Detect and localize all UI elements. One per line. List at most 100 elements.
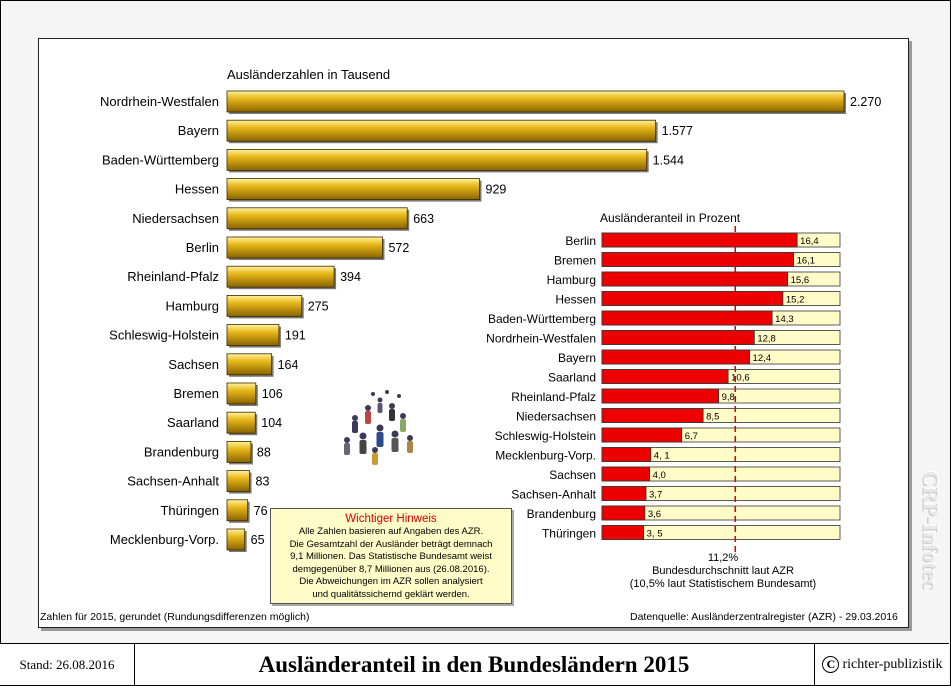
left-bar xyxy=(226,148,648,171)
right-bar xyxy=(601,291,784,306)
left-category-label: Bremen xyxy=(173,386,219,401)
left-category-label: Brandenburg xyxy=(144,444,219,459)
right-value-label: 16,1 xyxy=(797,256,816,267)
left-category-label: Bayern xyxy=(178,123,219,138)
right-category-label: Baden-Württemberg xyxy=(488,312,596,326)
left-value-label: 106 xyxy=(262,387,283,401)
left-bar xyxy=(226,440,252,463)
left-value-label: 88 xyxy=(257,445,271,459)
crowd-illustration xyxy=(344,390,413,465)
right-category-label: Sachsen xyxy=(549,468,596,482)
right-category-label: Nordrhein-Westfalen xyxy=(486,332,596,346)
left-category-label: Nordrhein-Westfalen xyxy=(100,94,219,109)
left-value-label: 191 xyxy=(285,329,306,343)
left-chart-title: Ausländerzahlen in Tausend xyxy=(227,67,390,82)
right-category-label: Mecklenburg-Vorp. xyxy=(495,449,596,463)
left-bar xyxy=(226,499,249,522)
right-value-label: 6,7 xyxy=(685,431,698,442)
right-value-label: 4,0 xyxy=(653,470,666,481)
left-bar xyxy=(226,236,383,259)
right-bar xyxy=(601,427,683,443)
left-value-label: 663 xyxy=(413,212,434,226)
right-category-label: Saarland xyxy=(548,371,596,385)
right-value-label: 3,7 xyxy=(649,490,662,501)
left-value-label: 394 xyxy=(340,270,361,284)
left-value-label: 76 xyxy=(254,504,268,518)
left-category-label: Sachsen xyxy=(168,357,219,372)
right-value-label: 15,6 xyxy=(791,275,810,286)
important-note-line: Die Gesamtzahl der Ausländer beträgt dem… xyxy=(289,538,493,550)
right-value-label: 14,3 xyxy=(775,314,794,325)
right-bar xyxy=(601,271,789,287)
watermark-text: CRP-Infotec xyxy=(918,470,943,590)
left-category-label: Sachsen-Anhalt xyxy=(127,474,219,489)
right-category-label: Niedersachsen xyxy=(516,410,596,424)
right-bar xyxy=(601,505,646,521)
left-value-label: 929 xyxy=(486,183,507,197)
right-bar xyxy=(601,310,773,326)
important-note-line: 9,1 Millionen. Das Statistische Bundesam… xyxy=(290,551,492,562)
left-bar xyxy=(226,178,480,201)
left-category-label: Schleswig-Holstein xyxy=(109,328,219,343)
left-bar xyxy=(226,324,280,347)
copyright-text: richter-publizistik xyxy=(842,656,943,672)
left-category-label: Thüringen xyxy=(160,503,219,518)
left-category-label: Niedersachsen xyxy=(132,211,219,226)
left-bar xyxy=(226,90,845,113)
date-stamp: Stand: 26.08.2016 xyxy=(0,644,135,685)
right-chart-bars: Berlin 16,4 Bremen 16,1 Hamburg 15,6 Hessen 15,… xyxy=(486,232,841,541)
right-bar xyxy=(601,232,798,248)
left-value-label: 2.270 xyxy=(850,95,881,109)
right-category-label: Thüringen xyxy=(542,527,596,541)
important-note-line: Die Abweichungen im AZR sollen analysier… xyxy=(299,576,483,587)
right-bar xyxy=(601,466,650,482)
right-category-label: Hessen xyxy=(555,293,596,307)
copyright-icon: C xyxy=(822,656,840,673)
left-bar xyxy=(226,470,250,493)
left-value-label: 164 xyxy=(278,358,299,372)
right-category-label: Berlin xyxy=(565,234,596,248)
left-bar xyxy=(226,382,257,405)
right-category-label: Rheinland-Pfalz xyxy=(511,390,596,404)
left-bar xyxy=(226,528,246,551)
left-value-label: 104 xyxy=(261,416,282,430)
left-bar xyxy=(226,294,303,317)
right-value-label: 12,4 xyxy=(753,353,772,364)
data-source-note: Datenquelle: Ausländerzentralregister (A… xyxy=(630,611,898,623)
left-category-label: Hessen xyxy=(175,182,219,197)
important-note-box: Wichtiger Hinweis Alle Zahlen basieren a… xyxy=(270,508,512,604)
right-bar xyxy=(601,486,647,501)
left-value-label: 275 xyxy=(308,299,329,313)
left-chart-bars: Nordrhein-Westfalen 2.270 Bayern 1.577 Baden… xyxy=(100,90,881,552)
right-bar xyxy=(601,349,750,365)
left-category-label: Rheinland-Pfalz xyxy=(127,269,219,284)
left-category-label: Mecklenburg-Vorp. xyxy=(110,532,219,547)
right-value-label: 12,8 xyxy=(757,334,776,345)
right-bar xyxy=(601,525,645,540)
average-value-label: 11,2% xyxy=(708,552,739,564)
right-category-label: Brandenburg xyxy=(527,507,596,521)
left-bar xyxy=(226,119,657,142)
rounding-note: Zahlen für 2015, gerundet (Rundungsdiffe… xyxy=(40,611,310,623)
left-value-label: 83 xyxy=(256,475,270,489)
right-value-label: 9,8 xyxy=(722,392,735,403)
average-caption: Bundesdurchschnitt laut AZR xyxy=(652,565,794,577)
left-value-label: 572 xyxy=(388,241,409,255)
important-note-line: demgegenüber 8,7 Millionen aus (26.08.20… xyxy=(292,563,490,575)
right-category-label: Bayern xyxy=(558,351,596,365)
left-category-label: Berlin xyxy=(186,240,219,255)
left-category-label: Baden-Württemberg xyxy=(102,152,219,167)
right-value-label: 3,6 xyxy=(648,509,661,520)
important-note-title: Wichtiger Hinweis xyxy=(345,513,437,525)
left-value-label: 1.544 xyxy=(653,153,684,167)
right-value-label: 16,4 xyxy=(800,236,819,247)
right-bar xyxy=(601,369,729,384)
page-title: Ausländeranteil in den Bundesländern 201… xyxy=(258,651,690,677)
average-caption-secondary: (10,5% laut Statistischem Bundesamt) xyxy=(630,578,816,590)
right-category-label: Schleswig-Holstein xyxy=(495,429,596,443)
right-value-label: 4, 1 xyxy=(654,451,670,462)
right-category-label: Hamburg xyxy=(547,273,596,287)
right-value-label: 8,5 xyxy=(706,412,719,423)
